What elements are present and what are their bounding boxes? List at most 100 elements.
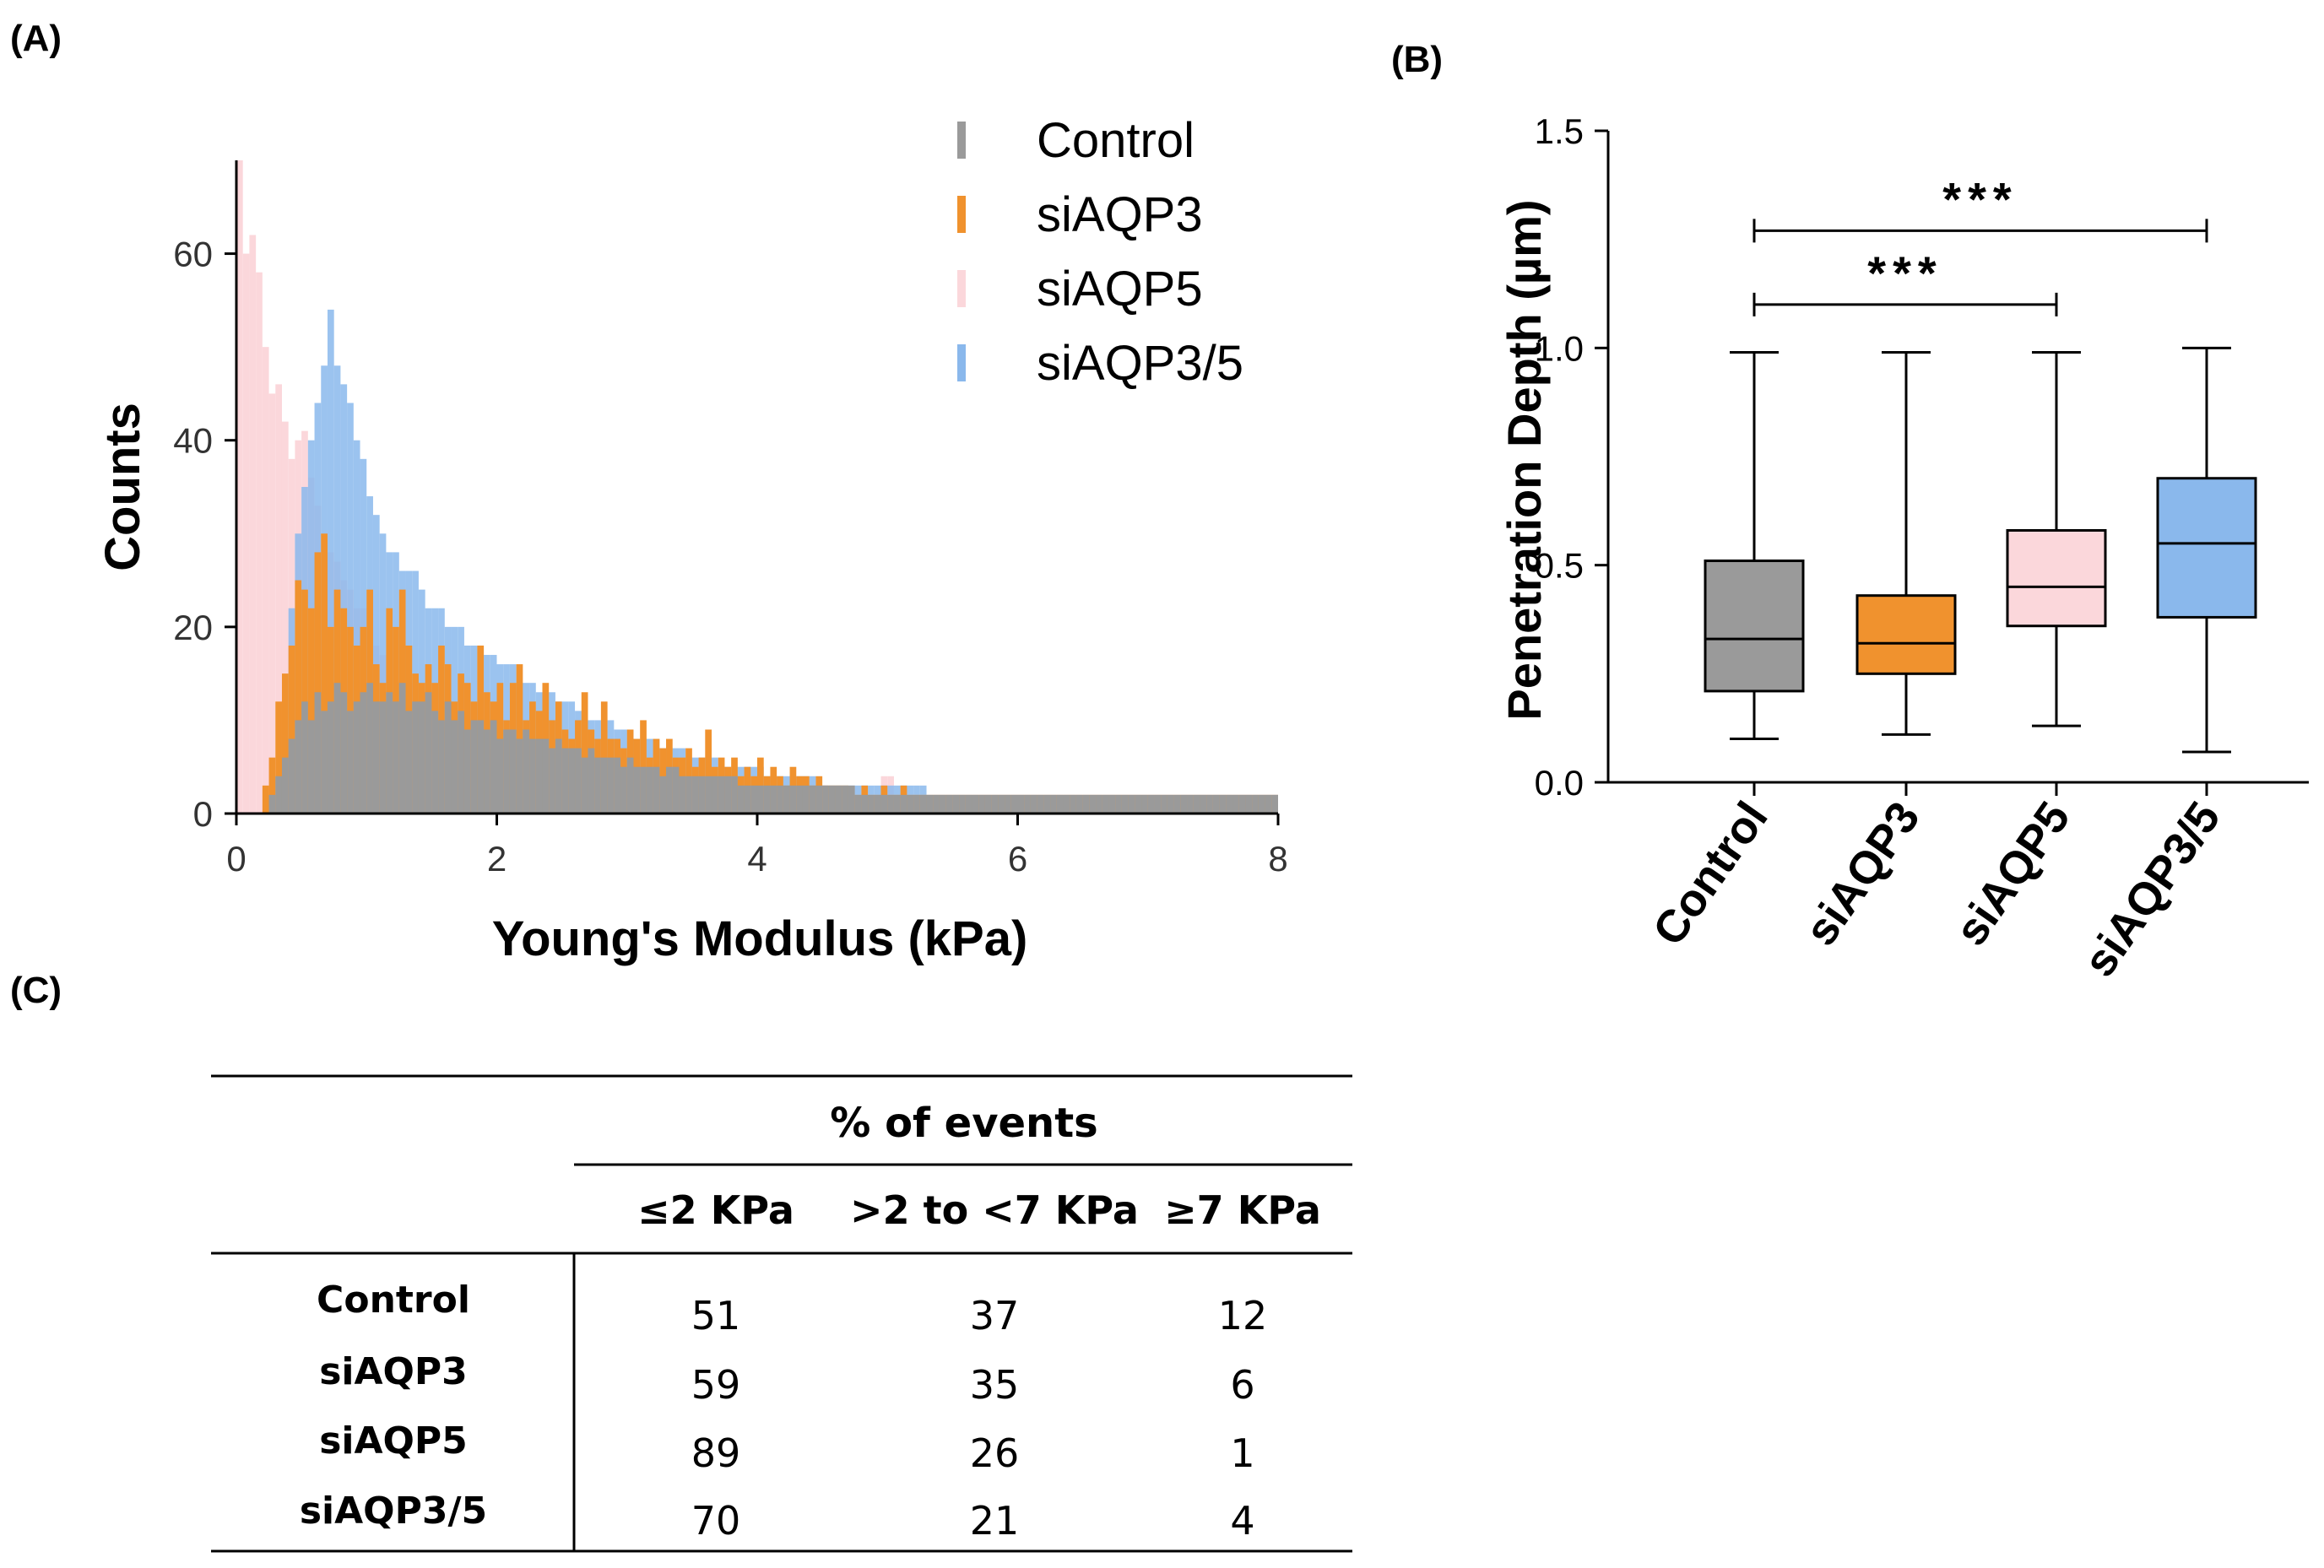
histogram-bar (705, 729, 712, 814)
histogram-bar (685, 776, 692, 814)
histogram-bar (691, 776, 699, 814)
histogram-bar (1082, 794, 1090, 814)
histogram-bar (1265, 794, 1272, 814)
histogram-bar (880, 794, 888, 814)
histogram-bar (268, 794, 276, 814)
y-tick-label: 0.0 (1535, 763, 1584, 803)
histogram-bar (854, 794, 862, 814)
histogram-bar (620, 766, 627, 814)
x-tick-label: 0 (226, 839, 246, 879)
histogram-bar (646, 766, 653, 814)
histogram-bar (295, 720, 302, 814)
histogram-bar (405, 711, 413, 814)
histogram-bar (698, 776, 706, 814)
table-cell: 1 (1230, 1430, 1254, 1476)
histogram-bar (288, 738, 295, 814)
histogram-bar (1219, 794, 1227, 814)
histogram-bar (1043, 794, 1051, 814)
histogram-bar (268, 393, 276, 814)
histogram-bar (333, 683, 341, 814)
histogram-bar (594, 757, 601, 814)
significance-label: *** (1867, 246, 1942, 300)
events-table: % of events ≤2 KPa >2 to <7 KPa ≥7 KPa C… (211, 1074, 1352, 1553)
histogram-bar (307, 720, 315, 814)
histogram-bar (1115, 794, 1122, 814)
histogram-bar (991, 794, 999, 814)
histogram-bar (1200, 794, 1207, 814)
table-row: siAQP3 59 35 6 (319, 1350, 1254, 1408)
histogram-bar (887, 794, 894, 814)
histogram-bar (809, 785, 816, 814)
histogram-bar (640, 766, 647, 814)
histogram-bar (1271, 794, 1278, 814)
table-cell: 26 (970, 1430, 1020, 1476)
histogram-bar (509, 729, 517, 814)
histogram-bar (770, 785, 777, 814)
table-group-header: % of events (830, 1100, 1097, 1147)
histogram-bar (347, 403, 354, 814)
histogram-bar (1173, 794, 1181, 814)
x-tick-label: 4 (747, 839, 767, 879)
boxplot-y-label: Penetration Depth (µm) (1498, 199, 1551, 720)
x-tick-label: 8 (1268, 839, 1287, 879)
histogram-bar (1135, 794, 1142, 814)
x-tick-label: 2 (487, 839, 507, 879)
histogram-bar (777, 785, 783, 814)
histogram-bar (842, 785, 848, 814)
histogram-bar (600, 757, 608, 814)
histogram-bar (288, 645, 295, 814)
histogram-bar (666, 766, 673, 814)
histogram-bar (926, 794, 934, 814)
histogram-bars (236, 160, 1278, 814)
table-cell: 35 (970, 1362, 1020, 1408)
y-tick-label: 1.5 (1535, 111, 1584, 151)
panel-label-c: (C) (10, 970, 62, 1011)
significance-label: *** (1942, 172, 2018, 225)
histogram-bar (933, 794, 940, 814)
histogram-bar (600, 701, 608, 814)
histogram-bar (1050, 794, 1057, 814)
histogram-bar (490, 720, 497, 814)
histogram-bar (861, 794, 869, 814)
table-row-label: siAQP5 (319, 1419, 468, 1463)
histogram-bar (386, 692, 393, 814)
histogram-bar (496, 738, 504, 814)
histogram-bar (998, 794, 1005, 814)
histogram-bar (1193, 794, 1200, 814)
histogram-bar (1128, 794, 1135, 814)
histogram-bar (555, 738, 562, 814)
table-cell: 70 (691, 1498, 741, 1544)
histogram-bar (503, 729, 510, 814)
histogram-bar (379, 701, 387, 814)
histogram-bar (1108, 794, 1116, 814)
y-tick-label: 1.0 (1535, 328, 1584, 368)
table-cell: 21 (970, 1498, 1020, 1544)
histogram-bar (1206, 794, 1213, 814)
x-tick-label: Control (1644, 792, 1778, 954)
histogram-bar (398, 683, 406, 814)
box-body (2006, 528, 2107, 628)
histogram-bar (893, 794, 901, 814)
histogram-bar (822, 785, 829, 814)
histogram-bar (314, 692, 322, 814)
y-tick-label: 60 (173, 235, 213, 274)
histogram-bar (828, 785, 836, 814)
histogram-bar (705, 776, 712, 814)
histogram-bar (516, 738, 523, 814)
histogram-bar (1037, 794, 1044, 814)
table-col-header-2: >2 to <7 KPa (850, 1187, 1139, 1233)
histogram-bar (802, 785, 810, 814)
histogram-bar (249, 235, 257, 814)
histogram-bar (978, 794, 985, 814)
histogram-bar (744, 785, 751, 814)
histogram-bar (913, 794, 920, 814)
histogram-bar (737, 785, 745, 814)
x-tick-label: 6 (1008, 839, 1027, 879)
histogram-bar (535, 738, 543, 814)
histogram-bar (575, 748, 582, 814)
histogram-bar (412, 701, 419, 814)
legend-label: Control (1037, 113, 1195, 168)
x-tick-label: siAQP3/5 (2074, 792, 2230, 986)
histogram-bar (295, 580, 302, 814)
histogram-bar (633, 766, 641, 814)
